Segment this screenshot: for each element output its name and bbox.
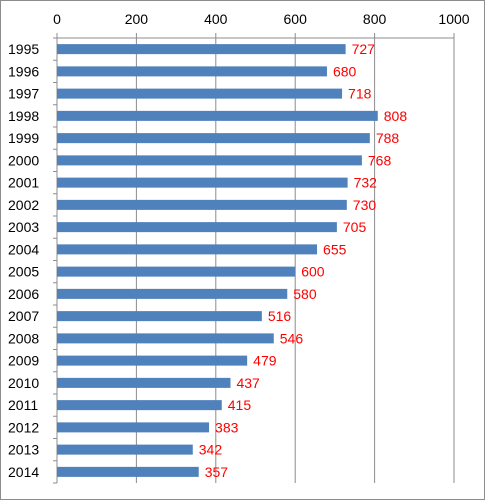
category-label: 2002: [8, 197, 39, 213]
axes: [53, 33, 455, 484]
category-label: 2000: [8, 152, 39, 168]
data-label: 479: [253, 353, 277, 369]
bar-1996: [57, 66, 327, 77]
bar-2014: [57, 466, 199, 477]
data-label: 357: [205, 464, 229, 480]
bar-2012: [57, 422, 210, 433]
data-label: 437: [236, 375, 260, 391]
data-label: 415: [228, 397, 252, 413]
data-label: 705: [343, 219, 367, 235]
category-labels: 1995 1996 1997 1998 1999 2000 2001 2002 2003 2004…: [8, 41, 39, 480]
data-label: 580: [293, 286, 317, 302]
bar-2009: [57, 355, 248, 366]
x-tick-label: 200: [125, 11, 149, 27]
category-label: 2008: [8, 330, 39, 346]
x-tick-label: 800: [363, 11, 387, 27]
data-label: 788: [376, 130, 400, 146]
data-label: 655: [323, 241, 347, 257]
category-label: 2011: [8, 397, 38, 413]
bar-2002: [57, 199, 347, 210]
bar-2005: [57, 266, 296, 277]
category-label: 2014: [8, 464, 39, 480]
bar-2000: [57, 155, 362, 166]
bar-2004: [57, 244, 318, 255]
category-label: 2005: [8, 264, 39, 280]
bar-2010: [57, 377, 231, 388]
bar-2007: [57, 311, 262, 322]
data-label: 680: [333, 63, 357, 79]
data-label: 732: [354, 175, 378, 191]
bar-2003: [57, 222, 337, 233]
data-label: 808: [384, 108, 408, 124]
data-label: 727: [352, 41, 376, 57]
category-label: 2010: [8, 375, 39, 391]
category-label: 1996: [8, 63, 39, 79]
bar-2013: [57, 444, 193, 455]
category-label: 2009: [8, 353, 39, 369]
category-label: 2013: [8, 442, 39, 458]
data-label: 342: [199, 442, 223, 458]
x-tick-label: 400: [204, 11, 228, 27]
gridlines: [135, 38, 455, 483]
bar-2008: [57, 333, 274, 344]
bar-1995: [57, 44, 346, 55]
category-label: 2004: [8, 241, 39, 257]
category-label: 2003: [8, 219, 39, 235]
category-label: 1999: [8, 130, 39, 146]
x-tick-label: 0: [53, 11, 61, 27]
category-label: 1997: [8, 86, 39, 102]
bar-2011: [57, 400, 222, 411]
data-label: 383: [215, 419, 239, 435]
category-label: 2001: [8, 175, 39, 191]
bar-1998: [57, 110, 378, 121]
data-label: 546: [280, 330, 304, 346]
bar-1997: [57, 88, 343, 99]
bar-1999: [57, 133, 370, 144]
data-label: 600: [301, 264, 325, 280]
category-label: 1995: [8, 41, 39, 57]
bar-2006: [57, 288, 288, 299]
category-label: 2006: [8, 286, 39, 302]
category-label: 2012: [8, 419, 39, 435]
x-tick-label: 600: [284, 11, 308, 27]
data-label: 768: [368, 152, 392, 168]
bar-2001: [57, 177, 348, 188]
x-tick-label: 1000: [438, 11, 469, 27]
bars: [57, 44, 378, 477]
category-label: 2007: [8, 308, 39, 324]
data-label: 718: [348, 86, 372, 102]
category-label: 1998: [8, 108, 39, 124]
x-tick-labels: 0 200 400 600 800 1000: [53, 11, 470, 27]
data-label: 730: [353, 197, 377, 213]
data-label: 516: [268, 308, 292, 324]
